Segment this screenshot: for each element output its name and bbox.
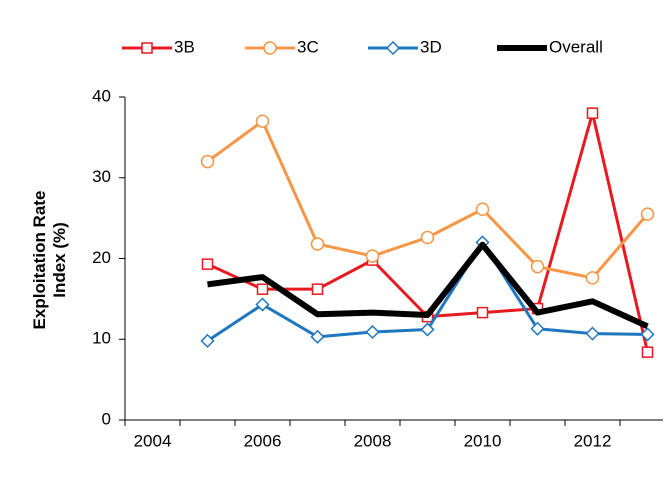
y-tick-label: 30 (92, 167, 111, 186)
x-tick-label: 2012 (574, 431, 612, 450)
x-tick-label: 2006 (244, 431, 282, 450)
point (200, 333, 215, 348)
point (420, 322, 435, 337)
point (311, 283, 324, 295)
point (365, 324, 380, 340)
y-tick-label: 0 (102, 409, 111, 428)
point (310, 237, 325, 251)
point (585, 326, 600, 341)
point (420, 230, 435, 245)
y-tick-label: 10 (92, 329, 111, 348)
y-axis-label: Exploitation Rate Index (%) (30, 190, 69, 330)
x-tick-label: 2010 (464, 431, 502, 450)
point (310, 329, 325, 344)
x-tick-label: 2004 (134, 431, 172, 450)
y-tick-label: 40 (92, 86, 111, 105)
point (255, 114, 270, 128)
point (640, 327, 655, 342)
point (201, 258, 214, 270)
point (255, 297, 270, 312)
x-tick-label: 2008 (354, 431, 392, 450)
point (586, 107, 599, 119)
y-tick-label: 20 (92, 248, 111, 267)
point (530, 259, 545, 274)
point (475, 202, 490, 216)
legend-label: Overall (549, 37, 603, 56)
point (200, 154, 215, 169)
point (476, 306, 489, 319)
point (365, 249, 380, 263)
legend-label: 3D (420, 37, 442, 56)
legend-marker (141, 42, 153, 54)
point (641, 346, 654, 358)
legend-label: 3B (174, 37, 195, 56)
legend-marker (263, 41, 277, 55)
legend-label: 3C (297, 37, 319, 56)
legend-marker (385, 40, 401, 56)
series-line (207, 241, 649, 330)
point (530, 321, 545, 336)
series-line (206, 119, 649, 280)
point (585, 271, 600, 285)
point (640, 207, 655, 221)
point (256, 283, 269, 295)
